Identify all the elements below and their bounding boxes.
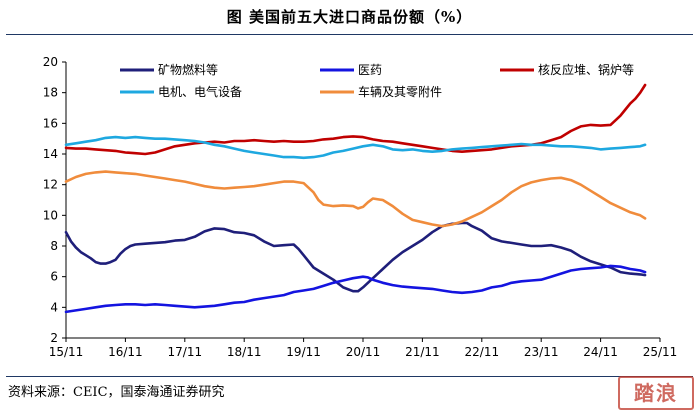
y-tick-label: 4 [50, 300, 58, 314]
y-tick-label: 18 [43, 86, 58, 100]
legend-label: 矿物燃料等 [158, 62, 218, 77]
title-divider [6, 34, 693, 35]
legend-label: 车辆及其零附件 [358, 84, 442, 99]
legend-label: 医药 [358, 63, 382, 77]
x-tick-label: 22/11 [465, 345, 500, 359]
source-divider [6, 376, 693, 377]
y-tick-label: 16 [43, 116, 58, 130]
x-tick-label: 15/11 [49, 345, 84, 359]
x-tick-label: 21/11 [405, 345, 440, 359]
y-tick-label: 6 [50, 270, 58, 284]
series-line-4 [64, 135, 647, 160]
series-line-2 [64, 264, 647, 314]
x-tick-label: 25/11 [643, 345, 678, 359]
y-tick-label: 12 [43, 178, 58, 192]
y-tick-label: 2 [50, 331, 58, 345]
y-tick-label: 10 [43, 208, 58, 222]
x-tick-label: 19/11 [286, 345, 321, 359]
series-line-1 [64, 221, 647, 293]
x-tick-label: 23/11 [524, 345, 559, 359]
y-tick-label: 20 [43, 55, 58, 69]
legend-label: 电机、电气设备 [158, 84, 242, 99]
x-tick-label: 18/11 [227, 345, 262, 359]
series-line-5 [64, 170, 647, 228]
seal-stamp: 踏浪 [618, 376, 694, 410]
source-note: 资料来源：CEIC，国泰海通证券研究 [8, 385, 225, 400]
chart-title: 图 美国前五大进口商品份额（%） [226, 8, 473, 26]
x-tick-label: 24/11 [583, 345, 618, 359]
y-tick-label: 8 [50, 239, 58, 253]
x-tick-label: 16/11 [108, 345, 143, 359]
legend-label: 核反应堆、锅炉等 [538, 62, 634, 77]
x-tick-label: 17/11 [168, 345, 203, 359]
x-tick-label: 20/11 [346, 345, 381, 359]
y-tick-label: 14 [43, 147, 58, 161]
series-line-3 [64, 83, 647, 156]
